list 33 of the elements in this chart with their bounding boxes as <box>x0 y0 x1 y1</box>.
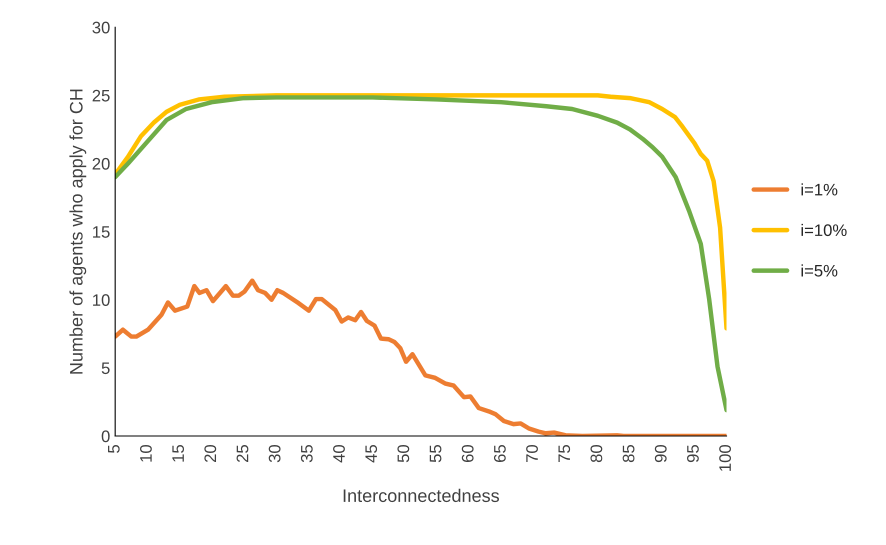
x-tick-label: 55 <box>430 445 442 462</box>
y-tick-label: 5 <box>102 362 110 374</box>
y-tick-label: 10 <box>93 294 110 306</box>
x-tick-label: 20 <box>204 444 216 462</box>
y-tick-label: 20 <box>92 158 110 170</box>
x-tick-label: 70 <box>526 444 538 462</box>
x-tick-label: 60 <box>462 444 474 462</box>
line-series <box>115 95 727 412</box>
y-tick-label: 0 <box>102 430 110 442</box>
legend-label: i=5% <box>802 264 838 277</box>
x-tick-label: 40 <box>333 444 345 462</box>
x-tick-label: 50 <box>397 444 410 462</box>
x-tick-label: 90 <box>654 444 667 462</box>
x-tick-label: 35 <box>300 445 313 462</box>
x-tick-label: 25 <box>236 445 248 462</box>
y-tick-label: 25 <box>92 90 110 102</box>
x-tick-label: 15 <box>172 445 184 462</box>
x-tick-label: 65 <box>494 445 506 462</box>
x-tick-label: 95 <box>687 445 699 462</box>
legend-label: i=1% <box>802 183 838 196</box>
x-axis-title: Interconnectedness <box>344 488 499 502</box>
legend-label: i=10% <box>802 224 847 236</box>
x-tick-label: 75 <box>558 445 570 462</box>
y-tick-label: 30 <box>92 22 110 34</box>
x-tick-label: 30 <box>268 444 281 462</box>
x-tick-label: 5 <box>108 445 120 453</box>
x-tick-label: 85 <box>622 445 634 462</box>
x-tick-label: 45 <box>365 445 378 462</box>
x-tick-label: 100 <box>719 444 731 471</box>
x-tick-label: 80 <box>590 444 602 462</box>
x-tick-label: 10 <box>140 444 152 462</box>
y-tick-label: 15 <box>93 226 110 238</box>
y-axis-title: Number of agents who apply for CH <box>69 90 86 374</box>
